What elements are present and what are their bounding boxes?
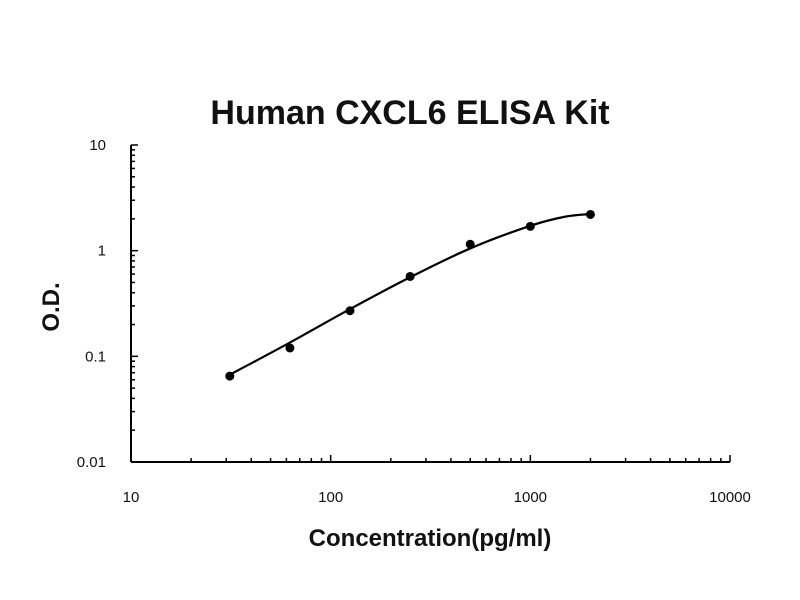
data-point [345,306,355,316]
x-tick-label: 1000 [514,489,547,506]
ticks [130,144,731,463]
x-tick-label: 100 [318,489,343,506]
axes [130,145,730,463]
x-axis-label: Concentration(pg/ml) [309,525,552,552]
data-point [585,209,595,219]
x-tick-label: 10000 [709,489,751,506]
data-point [465,239,475,249]
chart-title: Human CXCL6 ELISA Kit [210,94,609,132]
data-point [525,221,535,231]
y-tick-label: 0.01 [77,454,106,471]
y-axis-label: O.D. [38,282,65,331]
fit-curve [229,212,591,376]
tick-labels: 0.01 0.1 1 10 10 100 1000 10000 [77,137,751,506]
data-points [225,209,595,381]
data-point [225,371,235,381]
y-tick-label: 10 [89,137,106,154]
data-point [405,271,415,281]
y-tick-label: 0.1 [85,348,106,365]
data-point [285,343,295,353]
x-tick-label: 10 [123,489,140,506]
y-tick-label: 1 [98,243,106,260]
